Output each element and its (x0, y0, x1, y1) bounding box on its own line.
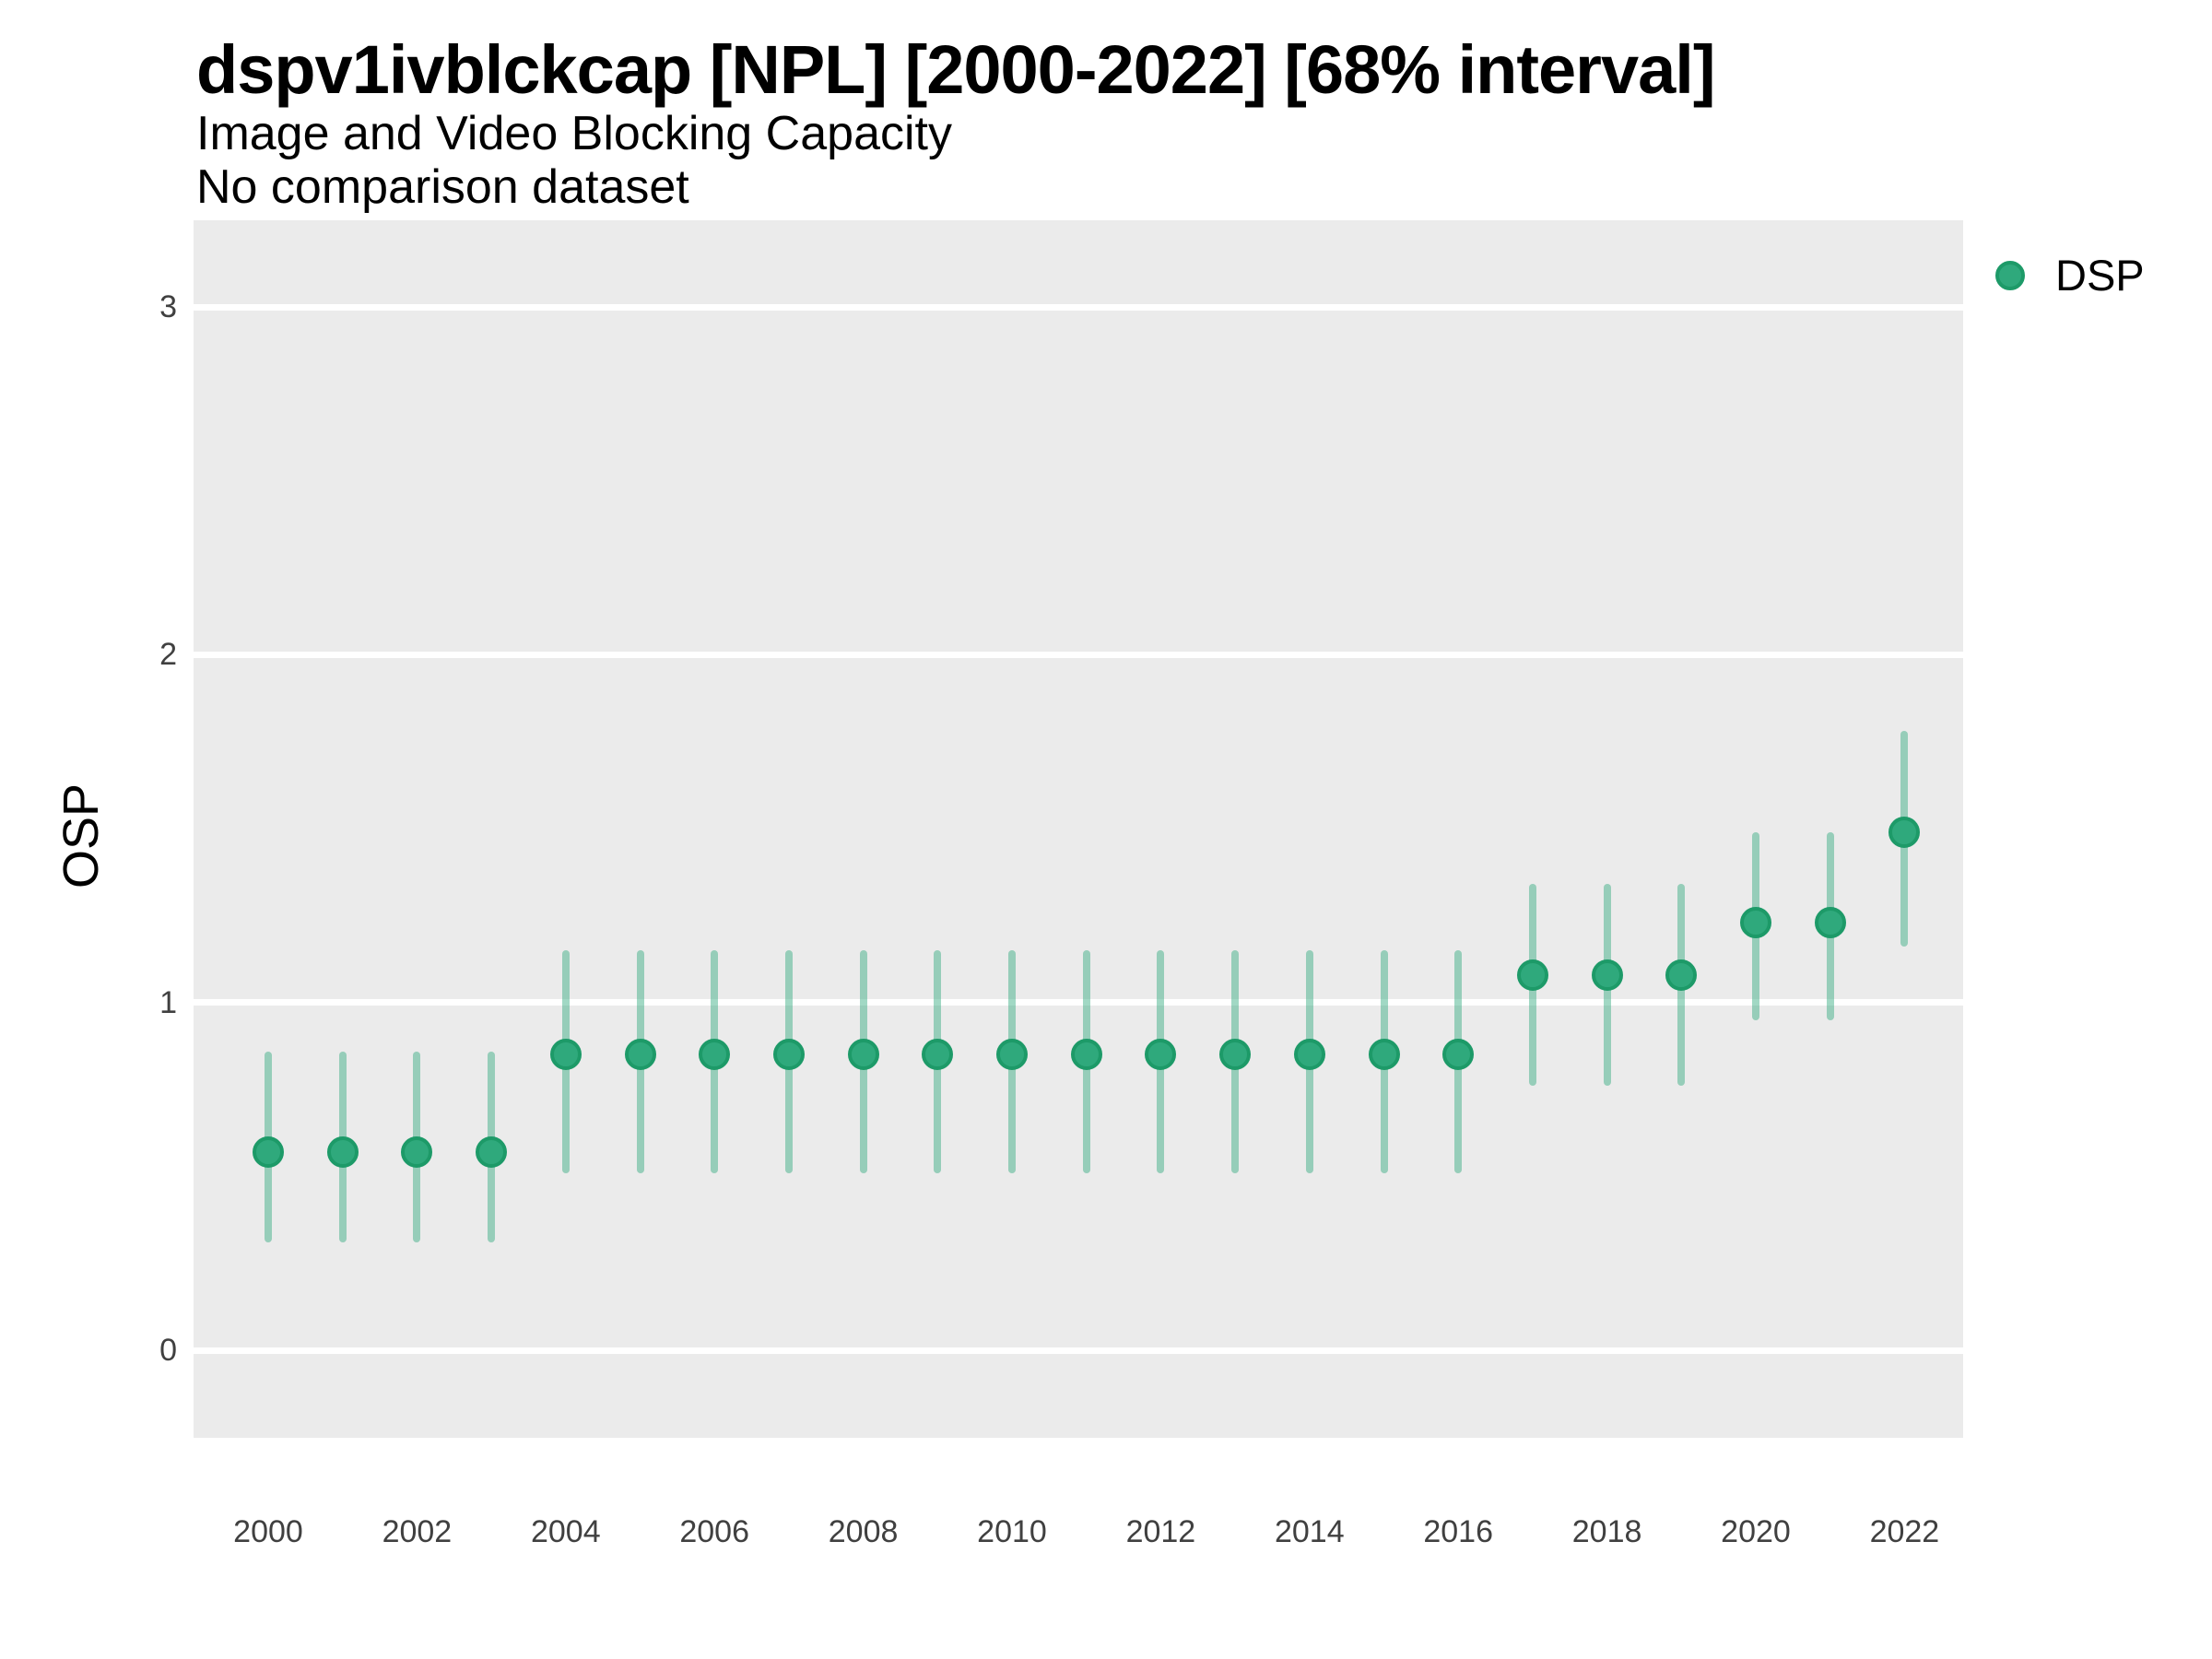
y-tick-label-0: 0 (159, 1333, 177, 1368)
point-estimate-2019 (1665, 959, 1698, 991)
x-tick-label-2004: 2004 (530, 1514, 601, 1549)
point-estimate-2003 (476, 1135, 508, 1168)
plot-panel (194, 220, 1963, 1438)
point-estimate-2014 (1293, 1039, 1325, 1071)
point-estimate-2001 (326, 1135, 359, 1168)
y-axis-title: OSP (53, 782, 109, 889)
x-tick-label-2008: 2008 (828, 1514, 899, 1549)
point-estimate-2009 (922, 1039, 954, 1071)
x-tick-label-2018: 2018 (1571, 1514, 1642, 1549)
point-estimate-2017 (1516, 959, 1548, 991)
gridline-y-0 (194, 1347, 1963, 1354)
point-estimate-2005 (624, 1039, 656, 1071)
point-estimate-2010 (996, 1039, 1028, 1071)
point-estimate-2002 (401, 1135, 433, 1168)
x-tick-label-2014: 2014 (1274, 1514, 1345, 1549)
y-tick-label-1: 1 (159, 984, 177, 1020)
x-tick-label-2002: 2002 (382, 1514, 453, 1549)
x-tick-label-2000: 2000 (233, 1514, 303, 1549)
point-estimate-2007 (772, 1039, 805, 1071)
gridline-y-3 (194, 303, 1963, 311)
gridline-y-1 (194, 999, 1963, 1006)
gridline-y-2 (194, 651, 1963, 658)
x-tick-label-2020: 2020 (1721, 1514, 1791, 1549)
point-estimate-2011 (1070, 1039, 1102, 1071)
point-estimate-2008 (847, 1039, 879, 1071)
x-tick-label-2010: 2010 (977, 1514, 1047, 1549)
chart-note: No comparison dataset (196, 160, 689, 214)
point-estimate-2021 (1814, 906, 1846, 938)
legend-point-icon (1995, 261, 2025, 290)
point-estimate-2022 (1888, 816, 1921, 848)
y-tick-label-2: 2 (159, 637, 177, 673)
chart-title: dspv1ivblckcap [NPL] [2000-2022] [68% in… (196, 31, 1715, 108)
x-tick-label-2006: 2006 (679, 1514, 749, 1549)
point-estimate-2020 (1740, 906, 1771, 938)
point-estimate-2004 (549, 1039, 582, 1071)
point-estimate-2013 (1219, 1039, 1252, 1071)
point-estimate-2000 (253, 1135, 284, 1168)
x-tick-label-2012: 2012 (1125, 1514, 1196, 1549)
y-tick-label-3: 3 (159, 289, 177, 325)
point-estimate-2006 (699, 1039, 731, 1071)
legend-label: DSP (2055, 251, 2145, 300)
x-tick-label-2016: 2016 (1423, 1514, 1493, 1549)
point-estimate-2015 (1368, 1039, 1400, 1071)
chart-subtitle: Image and Video Blocking Capacity (196, 107, 952, 160)
point-estimate-2012 (1145, 1039, 1177, 1071)
point-estimate-2018 (1591, 959, 1623, 991)
point-estimate-2016 (1442, 1039, 1475, 1071)
x-tick-label-2022: 2022 (1869, 1514, 1940, 1549)
